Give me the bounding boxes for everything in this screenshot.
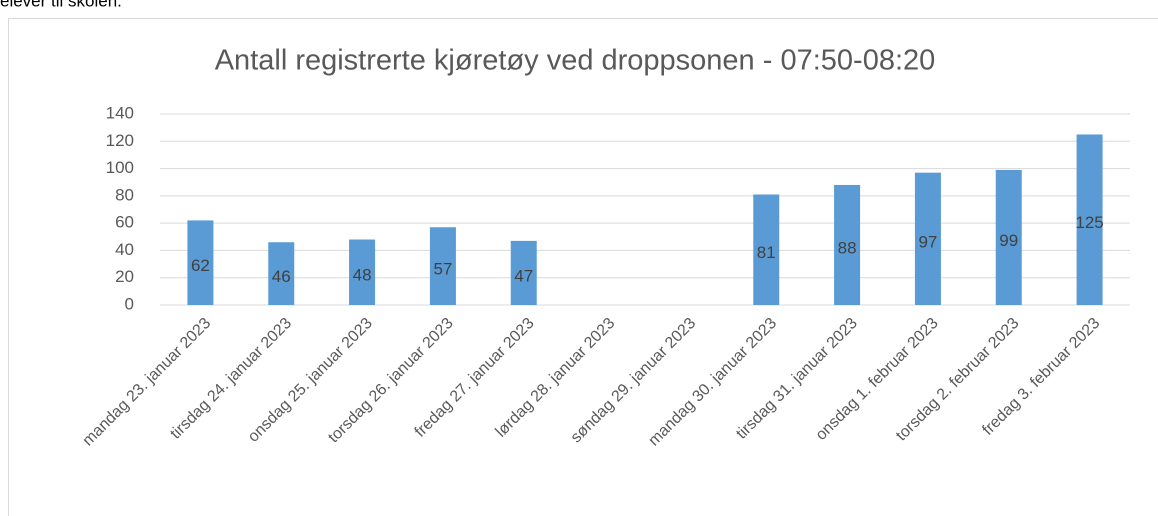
bar	[510, 240, 537, 305]
data-label: 57	[433, 260, 452, 279]
data-label: 125	[1075, 213, 1103, 232]
data-label: 62	[191, 256, 210, 275]
data-label: 88	[838, 238, 857, 257]
bar	[753, 194, 780, 305]
bar	[995, 169, 1022, 305]
bar	[268, 242, 295, 305]
y-tick-label: 140	[106, 103, 134, 122]
bar	[1076, 134, 1103, 305]
caption: elever til skolen.	[0, 0, 122, 10]
data-label: 46	[272, 267, 291, 286]
y-tick-label: 120	[106, 131, 134, 150]
data-label: 47	[514, 266, 533, 285]
y-tick-label: 20	[115, 267, 134, 286]
data-label: 97	[918, 232, 937, 251]
chart-title: Antall registrerte kjøretøy ved droppson…	[215, 45, 936, 77]
y-tick-label: 0	[125, 294, 134, 313]
x-tick-label: mandag 30. januar 2023	[645, 315, 780, 450]
y-tick-label: 80	[115, 185, 134, 204]
bar	[834, 184, 861, 305]
y-tick-label: 40	[115, 240, 134, 259]
bar	[349, 239, 376, 305]
y-tick-label: 100	[106, 158, 134, 177]
data-label: 81	[757, 243, 776, 262]
bar	[429, 227, 456, 305]
chart-frame	[8, 18, 1158, 516]
data-label: 48	[353, 266, 372, 285]
x-tick-label: mandag 23. januar 2023	[80, 315, 215, 450]
bar	[187, 220, 214, 305]
bar	[914, 172, 941, 305]
data-label: 99	[999, 231, 1018, 250]
y-tick-label: 60	[115, 213, 134, 232]
